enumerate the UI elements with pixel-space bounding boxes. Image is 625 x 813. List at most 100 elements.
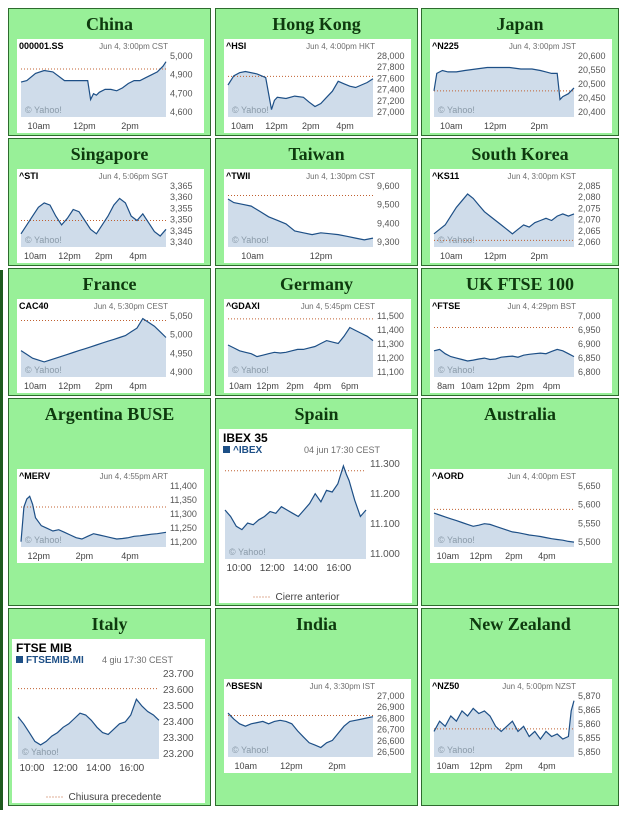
market-cell-south-korea: South Korea ^KS11 Jun 4, 3:00pm KST 2,085 2,… (421, 138, 619, 266)
market-cell-italy: Italy FTSE MIB FTSEMIB.MI 4 giu 17:30 CEST 2… (8, 608, 211, 806)
price-line (227, 712, 374, 749)
x-tick-label: 10:00 (226, 563, 251, 574)
x-tick-label: 10:00 (19, 763, 44, 774)
region-title[interactable]: Japan (496, 14, 544, 34)
price-area (225, 465, 366, 559)
price-line (20, 61, 167, 102)
ticker-symbol: ^TWII (226, 171, 250, 181)
region-title[interactable]: France (82, 274, 137, 294)
x-tick-label: 4pm (538, 761, 556, 771)
region-title[interactable]: India (295, 614, 338, 634)
yahoo-credit: © Yahoo! (232, 105, 269, 115)
region-title[interactable]: UK FTSE 100 (465, 274, 575, 294)
yahoo-credit: © Yahoo! (22, 747, 59, 757)
chart-panel[interactable]: ^HSI Jun 4, 4:00pm HKT 28,000 27,800 27,600 2… (224, 39, 411, 133)
chart-panel[interactable]: ^NZ50 Jun 4, 5:00pm NZST 5,870 5,865 5,860 5,… (430, 679, 612, 773)
chart-panel[interactable]: ^GDAXI Jun 4, 5:45pm CEST 11,500 11,400 11,3… (224, 299, 411, 393)
chart-panel[interactable]: ^AORD Jun 4, 4:00pm EST 5,650 5,600 5,550 5,5… (430, 469, 612, 563)
chart-panel[interactable]: 000001.SS Jun 4, 3:00pm CST 5,000 4,900 4,70… (17, 39, 204, 133)
x-tick-label: 10am (27, 121, 50, 131)
region-title[interactable]: New Zealand (469, 614, 571, 634)
x-tick-label: 12:00 (260, 563, 285, 574)
y-tick-label: 4,700 (170, 88, 193, 98)
x-tick-label: 2pm (530, 121, 548, 131)
chart-panel[interactable]: ^N225 Jun 4, 3:00pm JST 20,600 20,550 20,500… (430, 39, 612, 133)
price-area (434, 194, 574, 247)
region-title[interactable]: Argentina BUSE (44, 404, 175, 424)
chart-panel[interactable]: ^FTSE Jun 4, 4:29pm BST 7,000 6,950 6,900 6,8… (430, 299, 612, 393)
region-title[interactable]: Italy (91, 614, 128, 634)
region-title[interactable]: Germany (280, 274, 353, 294)
chart-panel[interactable]: CAC40 Jun 4, 5:30pm CEST 5,050 5,000 4,950 4,… (17, 299, 204, 393)
region-title[interactable]: Spain (294, 404, 339, 424)
y-tick-label: 23.600 (163, 685, 194, 696)
y-tick-label: 27,400 (377, 85, 405, 95)
region-title[interactable]: Hong Kong (272, 14, 361, 34)
x-tick-label: 12pm (484, 251, 507, 261)
y-tick-label: 26,600 (377, 736, 405, 746)
chart-panel[interactable]: ^MERV Jun 4, 4:55pm ART 11,400 11,350 11,300… (17, 469, 204, 563)
yahoo-credit: © Yahoo! (232, 745, 269, 755)
ticker-symbol: ^MERV (19, 471, 50, 481)
y-tick-label: 9,300 (377, 237, 400, 247)
chart-panel[interactable]: ^TWII Jun 4, 1:30pm CST 9,600 9,500 9,400 9,3… (224, 169, 411, 263)
y-tick-label: 11.000 (370, 549, 400, 560)
y-tick-label: 5,600 (578, 500, 601, 510)
region-title[interactable]: Singapore (70, 144, 149, 164)
x-tick-label: 4pm (129, 251, 147, 261)
timestamp: Jun 4, 1:30pm CST (306, 172, 375, 181)
ticker-symbol: ^N225 (432, 41, 459, 51)
x-tick-label: 12:00 (53, 763, 78, 774)
y-tick-label: 2,060 (578, 237, 601, 247)
x-tick-label: 12pm (310, 251, 333, 261)
region-title[interactable]: Australia (484, 404, 556, 424)
y-tick-label: 7,000 (578, 311, 601, 321)
stock-chart: ^BSESN Jun 4, 3:30pm IST27,00026,90026,80… (226, 681, 405, 771)
chart-panel[interactable]: FTSE MIB FTSEMIB.MI 4 giu 17:30 CEST 23.700… (12, 639, 205, 803)
price-area (434, 349, 574, 377)
x-tick-label: 12pm (256, 381, 279, 391)
x-tick-label: 2pm (505, 551, 523, 561)
x-tick-label: 14:00 (293, 563, 318, 574)
timestamp: Jun 4, 4:00pm HKT (306, 42, 375, 51)
ticker-symbol: ^NZ50 (432, 681, 459, 691)
x-tick-label: 2pm (95, 251, 113, 261)
chart-panel[interactable]: ^BSESN Jun 4, 3:30pm IST 27,000 26,900 26,80… (224, 679, 411, 773)
price-line (227, 198, 374, 241)
market-cell-germany: Germany ^GDAXI Jun 4, 5:45pm CEST 11,500 11,… (215, 268, 418, 396)
yahoo-credit: © Yahoo! (25, 235, 62, 245)
chart-panel[interactable]: ^STI Jun 4, 5:06pm SGT 3,365 3,360 3,355 3,35… (17, 169, 204, 263)
price-line (433, 348, 575, 362)
region-title[interactable]: China (85, 14, 134, 34)
x-tick-label: 12pm (484, 121, 507, 131)
x-tick-label: 10am (231, 121, 254, 131)
region-title[interactable]: Taiwan (288, 144, 345, 164)
yahoo-credit: © Yahoo! (25, 365, 62, 375)
y-tick-label: 11,200 (377, 353, 404, 363)
chart-panel[interactable]: IBEX 35 ^IBEX 04 jun 17:30 CEST 11.300 11.20… (219, 429, 412, 603)
chart-panel[interactable]: ^KS11 Jun 4, 3:00pm KST 2,085 2,080 2,075 2,0… (430, 169, 612, 263)
region-title[interactable]: South Korea (471, 144, 569, 164)
timestamp: 04 jun 17:30 CEST (304, 445, 381, 455)
ticker-symbol: ^STI (19, 171, 38, 181)
y-tick-label: 3,350 (170, 215, 193, 225)
yahoo-credit: © Yahoo! (438, 235, 475, 245)
legend-label: ^IBEX (233, 445, 263, 456)
y-tick-label: 20,500 (578, 79, 606, 89)
price-area (434, 67, 574, 117)
y-tick-label: 5,550 (578, 518, 601, 528)
x-tick-label: 10am (234, 761, 257, 771)
y-tick-label: 2,085 (578, 181, 601, 191)
market-cell-japan: Japan ^N225 Jun 4, 3:00pm JST 20,600 20,550 2… (421, 8, 619, 136)
y-tick-label: 3,360 (170, 192, 193, 202)
yahoo-credit: © Yahoo! (438, 365, 475, 375)
y-tick-label: 5,500 (578, 537, 601, 547)
y-tick-label: 2,065 (578, 226, 601, 236)
x-tick-label: 12pm (73, 121, 96, 131)
market-cell-spain: Spain IBEX 35 ^IBEX 04 jun 17:30 CEST 11.300… (215, 398, 418, 606)
timestamp: Jun 4, 4:55pm ART (100, 472, 168, 481)
